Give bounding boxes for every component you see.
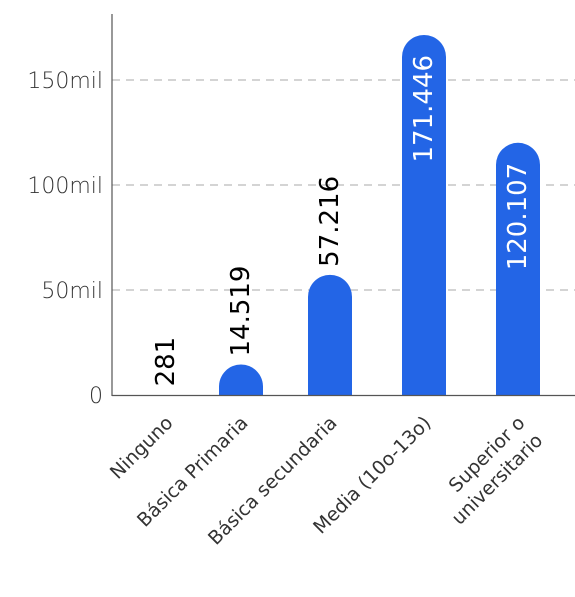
bar-value-label: 281: [151, 337, 181, 387]
value-labels: 281 14.519 57.216 171.446 120.107: [151, 55, 533, 386]
bar-value-label: 57.216: [315, 176, 345, 267]
bar: [496, 142, 540, 395]
y-tick-label: 150mil: [27, 69, 103, 94]
y-tick-label: 0: [89, 384, 103, 409]
bar-value-label: 120.107: [503, 163, 533, 271]
y-tick-label: 50mil: [41, 279, 103, 304]
bars: [219, 34, 540, 395]
bar-value-label: 14.519: [226, 266, 256, 357]
bar: [219, 364, 263, 395]
bar: [402, 34, 446, 395]
axes: [111, 14, 575, 397]
x-category-label: Ninguno: [106, 412, 178, 484]
bar: [308, 274, 352, 395]
bar-value-label: 171.446: [409, 55, 439, 163]
y-tick-labels: 0 50mil 100mil 150mil: [27, 69, 103, 409]
y-tick-label: 100mil: [27, 174, 103, 199]
x-category-label-line: Ninguno: [106, 412, 178, 484]
